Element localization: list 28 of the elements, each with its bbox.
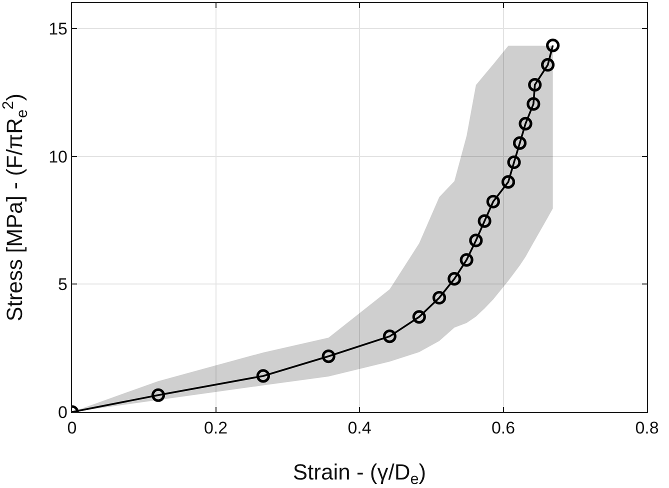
y-tick-label: 5 — [58, 275, 68, 294]
x-axis-title: Strain - (γ/D$_{e}$) — [292, 459, 426, 488]
point — [460, 253, 474, 267]
point — [469, 234, 483, 248]
point — [478, 214, 492, 228]
point — [507, 155, 521, 170]
point — [541, 58, 555, 72]
point — [518, 116, 532, 130]
point — [151, 388, 166, 402]
point — [526, 97, 540, 111]
x-tick-label: 0.6 — [491, 418, 516, 438]
point — [322, 349, 336, 364]
point — [528, 78, 542, 92]
point — [501, 175, 516, 189]
point — [486, 194, 500, 208]
x-tick-label: 0.8 — [635, 418, 659, 438]
y-tick-label: 0 — [58, 402, 68, 422]
x-tick-label: 0.4 — [348, 418, 372, 438]
point — [382, 330, 396, 344]
point — [512, 136, 527, 150]
y-tick-label: 10 — [48, 147, 68, 166]
point — [412, 310, 426, 324]
x-tick-label: 0.2 — [204, 418, 228, 438]
point — [448, 272, 462, 286]
point — [256, 369, 270, 383]
y-tick-label: 15 — [48, 20, 68, 39]
point — [432, 290, 446, 305]
point — [546, 38, 560, 52]
